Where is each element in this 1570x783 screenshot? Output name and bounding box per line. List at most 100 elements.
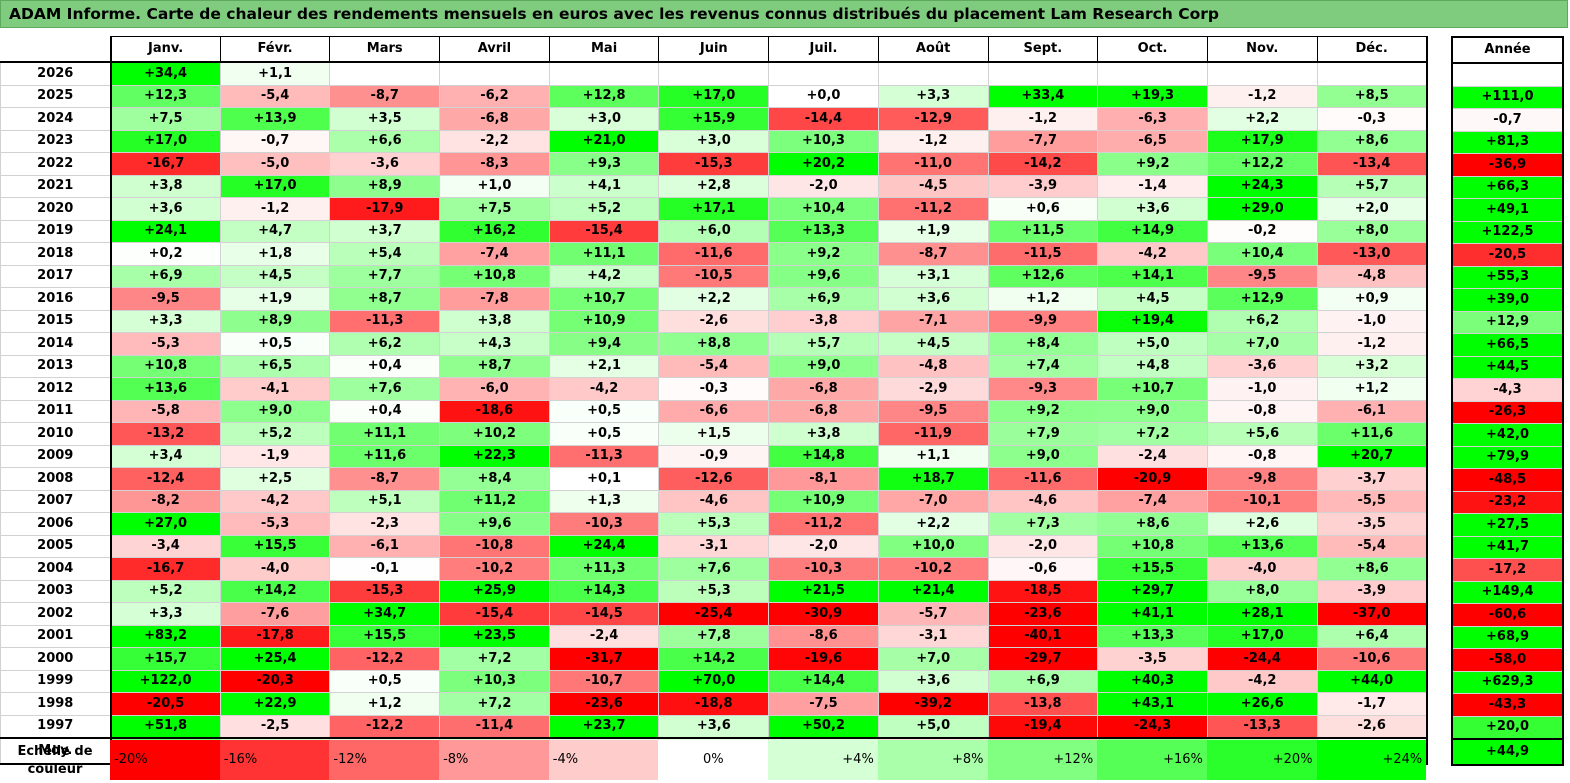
average-total-cell: +44,9 — [1451, 738, 1564, 766]
year-label: 2013 — [0, 354, 112, 378]
month-return-cell: +8,9 — [219, 309, 331, 333]
month-return-cell: -24,3 — [1097, 714, 1208, 739]
month-return-cell: +29,0 — [1206, 197, 1318, 221]
year-total-cell: -4,3 — [1451, 378, 1564, 402]
month-return-cell: +3,8 — [439, 309, 550, 333]
month-return-cell: +17,0 — [1206, 624, 1318, 648]
month-return-cell: +9,6 — [768, 264, 879, 288]
month-return-cell: +6,5 — [219, 354, 331, 378]
month-return-cell: -12,6 — [658, 467, 770, 491]
month-return-cell — [1097, 61, 1208, 86]
year-label: 2006 — [0, 512, 112, 536]
year-label: 2022 — [0, 152, 112, 176]
month-return-cell: -8,7 — [877, 242, 989, 266]
month-return-cell: -3,9 — [1316, 579, 1428, 603]
month-return-cell: +7,7 — [329, 264, 441, 288]
color-scale-step: +8% — [877, 740, 988, 780]
month-return-cell: +5,1 — [329, 489, 441, 513]
month-return-cell: -11,9 — [877, 422, 989, 446]
month-return-cell: +8,7 — [329, 287, 441, 311]
month-return-cell: +11,1 — [548, 242, 660, 266]
month-return-cell: -8,2 — [110, 489, 221, 513]
month-return-cell: +6,6 — [329, 129, 441, 153]
month-return-cell: +0,4 — [329, 354, 441, 378]
year-label: 2016 — [0, 287, 112, 311]
month-return-cell: +27,0 — [110, 512, 221, 536]
month-return-cell: +4,3 — [439, 332, 550, 356]
color-scale-step: +24% — [1316, 740, 1427, 780]
month-return-cell: -7,8 — [439, 287, 550, 311]
month-return-cell: +14,3 — [548, 579, 660, 603]
month-return-cell: +13,6 — [1206, 534, 1318, 558]
month-return-cell: +11,2 — [439, 489, 550, 513]
month-return-cell: +2,2 — [1206, 107, 1318, 131]
month-return-cell: -10,3 — [548, 512, 660, 536]
year-label: 2015 — [0, 309, 112, 333]
month-return-cell: +33,4 — [987, 84, 1099, 108]
month-return-cell: +3,1 — [877, 264, 989, 288]
year-total-cell: -43,3 — [1451, 693, 1564, 717]
month-return-cell: -9,5 — [877, 399, 989, 423]
month-return-cell: +14,9 — [1097, 219, 1208, 243]
month-return-cell: -8,7 — [329, 84, 441, 108]
year-label: 2025 — [0, 84, 112, 108]
month-header-row: Janv. Févr. Mars Avril Mai Juin Juil. Août Sept.… — [0, 36, 1428, 63]
month-return-cell: +18,7 — [877, 467, 989, 491]
month-return-cell — [877, 61, 989, 86]
month-return-cell: +44,0 — [1316, 669, 1428, 693]
month-return-cell: +8,5 — [1316, 84, 1428, 108]
year-total-cell: -36,9 — [1451, 153, 1564, 177]
month-return-cell: -5,3 — [219, 512, 331, 536]
month-return-cell: +29,7 — [1097, 579, 1208, 603]
month-return-cell: -2,4 — [548, 624, 660, 648]
month-return-cell: -1,0 — [1206, 377, 1318, 401]
month-return-cell: -11,4 — [439, 714, 550, 739]
year-row: 2010 -13,2 +5,2 +11,1 +10,2 +0,5 +1,5 +3,8 -11,9… — [0, 422, 1428, 446]
month-return-cell: +12,8 — [548, 84, 660, 108]
month-return-cell: +8,6 — [1097, 512, 1208, 536]
month-return-cell: +17,0 — [658, 84, 770, 108]
month-return-cell: +10,4 — [768, 197, 879, 221]
month-return-cell: -17,9 — [329, 197, 441, 221]
month-return-cell: -2,6 — [658, 309, 770, 333]
month-return-cell: +24,3 — [1206, 174, 1318, 198]
month-return-cell — [658, 61, 770, 86]
month-return-cell — [1316, 61, 1428, 86]
month-return-cell: +9,0 — [768, 354, 879, 378]
month-return-cell: +43,1 — [1097, 692, 1208, 716]
month-return-cell: -3,8 — [768, 309, 879, 333]
month-return-cell: -4,0 — [219, 557, 331, 581]
month-return-cell: +22,9 — [219, 692, 331, 716]
month-return-cell: -12,2 — [329, 714, 441, 739]
month-return-cell: +3,2 — [1316, 354, 1428, 378]
color-scale-step: 0% — [658, 740, 769, 780]
month-header: Sept. — [987, 36, 1099, 63]
year-total-cell: -17,2 — [1451, 558, 1564, 582]
month-return-cell: +3,6 — [658, 714, 770, 739]
month-return-cell: +0,2 — [110, 242, 221, 266]
month-return-cell: -20,5 — [110, 692, 221, 716]
year-label: 2019 — [0, 219, 112, 243]
month-return-cell: +7,6 — [329, 377, 441, 401]
month-return-cell: +8,8 — [658, 332, 770, 356]
month-return-cell: -10,3 — [768, 557, 879, 581]
month-return-cell: -5,3 — [110, 332, 221, 356]
year-total-cell: +66,3 — [1451, 175, 1564, 199]
month-return-cell: +9,2 — [987, 399, 1099, 423]
month-return-cell: +9,4 — [548, 332, 660, 356]
month-return-cell: -23,6 — [548, 692, 660, 716]
month-return-cell: -0,9 — [658, 444, 770, 468]
year-total-cell — [1451, 62, 1564, 87]
month-return-cell: +14,2 — [658, 647, 770, 671]
month-return-cell: -20,9 — [1097, 467, 1208, 491]
month-return-cell: -6,8 — [439, 107, 550, 131]
year-label: 2009 — [0, 444, 112, 468]
month-return-cell: -1,2 — [877, 129, 989, 153]
month-return-cell: +8,4 — [987, 332, 1099, 356]
month-return-cell: -6,8 — [768, 399, 879, 423]
month-return-cell: -11,3 — [548, 444, 660, 468]
month-return-cell: +13,9 — [219, 107, 331, 131]
month-return-cell: +7,2 — [1097, 422, 1208, 446]
month-return-cell: +0,5 — [548, 422, 660, 446]
month-return-cell: -11,6 — [987, 467, 1099, 491]
